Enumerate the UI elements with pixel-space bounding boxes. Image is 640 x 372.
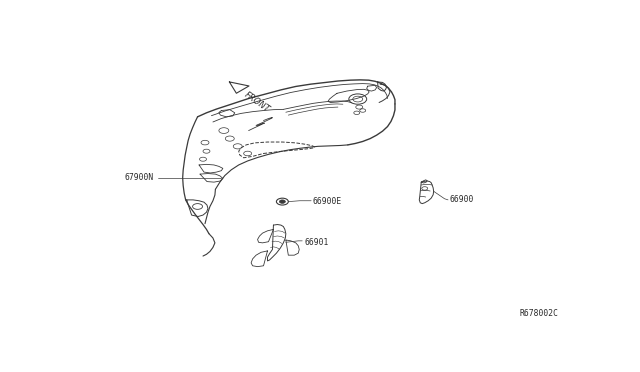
Circle shape	[280, 200, 285, 203]
Text: 66901: 66901	[304, 238, 328, 247]
Text: 66900: 66900	[449, 195, 474, 204]
Text: FRONT: FRONT	[243, 90, 271, 114]
Text: 67900N: 67900N	[125, 173, 154, 182]
Text: R678002C: R678002C	[520, 309, 559, 318]
Text: 66900E: 66900E	[312, 197, 341, 206]
